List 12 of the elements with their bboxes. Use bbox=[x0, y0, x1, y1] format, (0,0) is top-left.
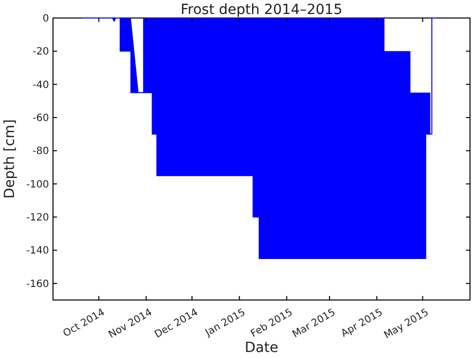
y-tick-label: -140 bbox=[26, 246, 49, 257]
chart-title: Frost depth 2014–2015 bbox=[180, 2, 342, 18]
y-tick-label: -160 bbox=[26, 278, 49, 290]
y-tick-label: 0 bbox=[42, 14, 49, 24]
y-axis-title: Depth [cm] bbox=[2, 119, 18, 199]
y-tick-label: -40 bbox=[32, 80, 49, 91]
y-tick-label: -100 bbox=[26, 179, 49, 190]
y-tick-label: -60 bbox=[32, 113, 49, 124]
y-tick-label: -120 bbox=[26, 212, 49, 224]
y-tick-label: -80 bbox=[32, 146, 49, 158]
y-tick-label: -20 bbox=[32, 46, 49, 58]
x-axis-title: Date bbox=[244, 340, 278, 356]
